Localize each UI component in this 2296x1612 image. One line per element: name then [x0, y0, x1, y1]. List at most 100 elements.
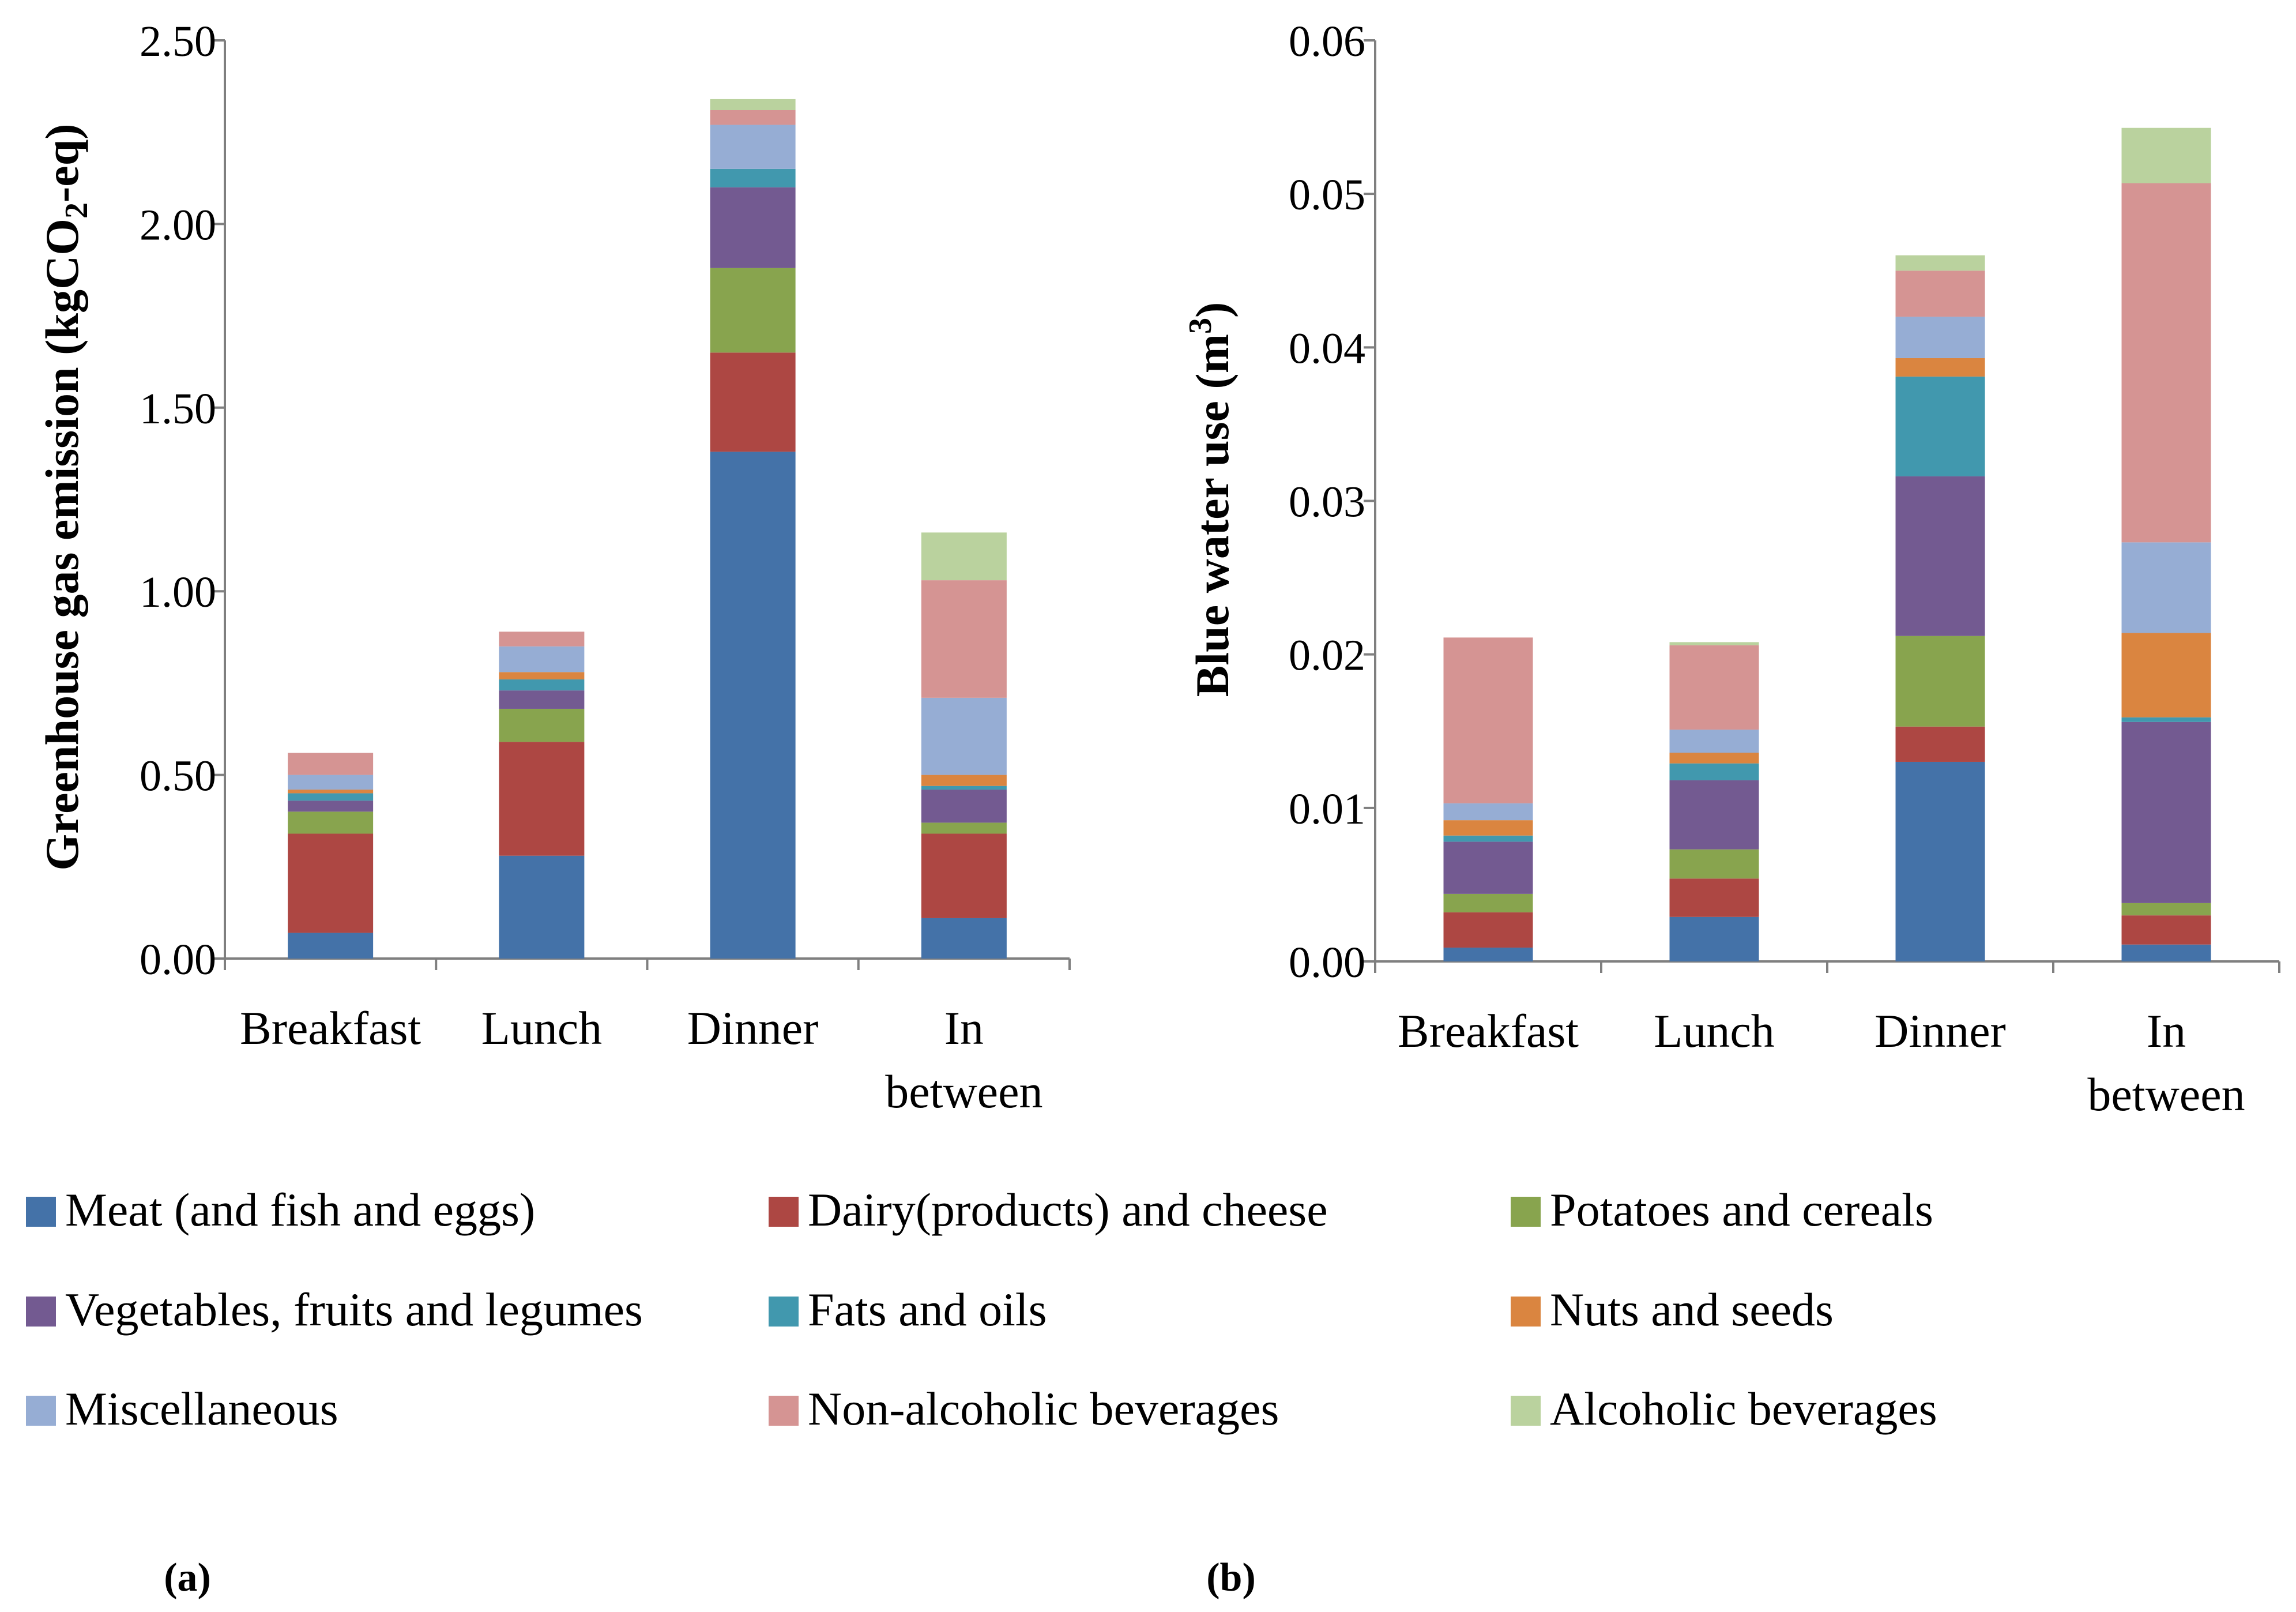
y-tick-label: 0.03	[1289, 478, 1365, 527]
y-tick-label: 0.02	[1289, 632, 1365, 680]
bar-segment-fats-and-oils	[1669, 763, 1759, 780]
bar-segment-miscellaneous	[288, 775, 374, 790]
bar-segment-miscellaneous	[1443, 803, 1533, 821]
bar-segment-nuts-and-seeds	[499, 672, 585, 680]
bar-segment-vegetables-fruits-and-legumes	[499, 690, 585, 709]
bar-segment-miscellaneous	[499, 646, 585, 672]
x-category-label: Lunch	[1654, 1005, 1774, 1057]
bar-segment-miscellaneous	[2121, 542, 2211, 633]
bar-segment-miscellaneous	[1669, 730, 1759, 753]
x-category-label: Lunch	[481, 1002, 602, 1054]
legend-swatch-alcoholic-beverages	[1511, 1396, 1541, 1426]
bar-segment-meat-and-fish-and-eggs	[288, 933, 374, 959]
bar-segment-potatoes-and-cereals	[1443, 893, 1533, 912]
x-category-label: Breakfast	[1398, 1005, 1579, 1057]
bar-segment-meat-and-fish-and-eggs	[921, 918, 1007, 959]
legend-label-vegetables-fruits-and-legumes: Vegetables, fruits and legumes	[65, 1283, 643, 1336]
bar-segment-non-alcoholic-beverages	[2121, 183, 2211, 543]
legend-label-dairy-products-and-cheese: Dairy(products) and cheese	[808, 1183, 1328, 1236]
bar-segment-non-alcoholic-beverages	[499, 632, 585, 647]
bar-segment-fats-and-oils	[921, 786, 1007, 790]
bar-segment-non-alcoholic-beverages	[1443, 637, 1533, 803]
panel-label-b: (b)	[1206, 1555, 1256, 1600]
bar-segment-alcoholic-beverages	[710, 99, 796, 110]
legend-label-alcoholic-beverages: Alcoholic beverages	[1550, 1382, 1937, 1435]
bar-segment-potatoes-and-cereals	[921, 822, 1007, 834]
legend-swatch-vegetables-fruits-and-legumes	[26, 1297, 56, 1327]
x-category-label: In	[2147, 1005, 2186, 1057]
bar-segment-fats-and-oils	[2121, 717, 2211, 722]
bar-segment-dairy-products-and-cheese	[1669, 878, 1759, 917]
y-tick-label: 0.50	[140, 752, 216, 801]
legend-label-fats-and-oils: Fats and oils	[808, 1283, 1047, 1336]
bar-segment-vegetables-fruits-and-legumes	[1669, 780, 1759, 850]
legend-label-potatoes-and-cereals: Potatoes and cereals	[1550, 1183, 1933, 1236]
bar-segment-nuts-and-seeds	[1669, 753, 1759, 764]
y-axis-title: Blue water use (m3)	[1183, 302, 1239, 697]
bar-segment-alcoholic-beverages	[2121, 127, 2211, 183]
bar-segment-non-alcoholic-beverages	[1895, 270, 1985, 317]
legend-label-nuts-and-seeds: Nuts and seeds	[1550, 1283, 1834, 1336]
legend-swatch-potatoes-and-cereals	[1511, 1197, 1541, 1227]
bar-segment-vegetables-fruits-and-legumes	[1895, 476, 1985, 636]
bar-segment-fats-and-oils	[1895, 376, 1985, 476]
bar-segment-alcoholic-beverages	[921, 532, 1007, 581]
y-tick-label: 0.04	[1289, 324, 1365, 373]
bar-segment-dairy-products-and-cheese	[710, 352, 796, 452]
bar-segment-potatoes-and-cereals	[1895, 636, 1985, 727]
bar-segment-meat-and-fish-and-eggs	[499, 855, 585, 959]
chart-b-blue-water-use: 0.00 0.01 0.02 0.03 0.04 0.05 0.06 Breakfast Lun…	[1183, 17, 2280, 1121]
y-tick-label: 0.00	[1289, 938, 1365, 987]
x-category-label: Dinner	[687, 1002, 819, 1054]
bar-segment-potatoes-and-cereals	[710, 268, 796, 353]
y-tick-label: 0.01	[1289, 785, 1365, 833]
bar-segment-meat-and-fish-and-eggs	[2121, 944, 2211, 961]
bar-segment-nuts-and-seeds	[288, 790, 374, 794]
legend: Meat (and fish and eggs) Dairy(products) …	[26, 1183, 1937, 1435]
bar-segment-non-alcoholic-beverages	[288, 753, 374, 775]
y-tick-label: 2.00	[140, 201, 216, 249]
y-tick-label: 1.00	[140, 568, 216, 617]
y-tick-label: 0.00	[140, 935, 216, 984]
bar-segment-dairy-products-and-cheese	[1443, 912, 1533, 948]
x-category-label: between	[885, 1065, 1042, 1118]
bar-segment-vegetables-fruits-and-legumes	[1443, 841, 1533, 894]
y-tick-label: 0.05	[1289, 171, 1365, 219]
legend-swatch-nuts-and-seeds	[1511, 1297, 1541, 1327]
bar-segment-dairy-products-and-cheese	[921, 833, 1007, 918]
bar-segment-fats-and-oils	[1443, 835, 1533, 842]
y-tick-label: 0.06	[1289, 17, 1365, 66]
y-tick-label: 2.50	[140, 17, 216, 66]
x-category-label: Dinner	[1875, 1005, 2006, 1057]
legend-swatch-fats-and-oils	[769, 1297, 799, 1327]
legend-label-meat-and-fish-and-eggs: Meat (and fish and eggs)	[65, 1183, 535, 1236]
legend-swatch-meat-and-fish-and-eggs	[26, 1197, 56, 1227]
legend-swatch-miscellaneous	[26, 1396, 56, 1426]
x-category-label: In	[944, 1002, 984, 1054]
legend-swatch-non-alcoholic-beverages	[769, 1396, 799, 1426]
y-tick-label: 1.50	[140, 385, 216, 433]
bar-segment-non-alcoholic-beverages	[921, 580, 1007, 698]
bar-segment-vegetables-fruits-and-legumes	[288, 801, 374, 812]
legend-swatch-dairy-products-and-cheese	[769, 1197, 799, 1227]
bar-segment-miscellaneous	[1895, 317, 1985, 358]
bar-segment-nuts-and-seeds	[1443, 820, 1533, 836]
bar-segment-vegetables-fruits-and-legumes	[2121, 722, 2211, 903]
bar-segment-alcoholic-beverages	[1669, 642, 1759, 645]
bar-segment-fats-and-oils	[499, 679, 585, 691]
y-axis-title: Greenhouse gas emission (kgCO2-eq)	[36, 123, 95, 870]
bar-segment-dairy-products-and-cheese	[499, 742, 585, 856]
bar-segment-potatoes-and-cereals	[1669, 849, 1759, 879]
panel-label-a: (a)	[164, 1555, 211, 1600]
bar-segment-meat-and-fish-and-eggs	[1669, 916, 1759, 961]
bar-segment-alcoholic-beverages	[1895, 255, 1985, 271]
bar-segment-vegetables-fruits-and-legumes	[921, 790, 1007, 823]
bar-segment-meat-and-fish-and-eggs	[710, 452, 796, 959]
bar-segment-fats-and-oils	[710, 168, 796, 187]
bar-segment-potatoes-and-cereals	[288, 811, 374, 834]
bar-segment-nuts-and-seeds	[2121, 633, 2211, 717]
bar-segment-miscellaneous	[710, 125, 796, 169]
bar-segment-fats-and-oils	[288, 793, 374, 801]
chart-a-ghg-emission: 0.00 0.50 1.00 1.50 2.00 2.50 Breakfast Lunch Di…	[36, 17, 1071, 1118]
